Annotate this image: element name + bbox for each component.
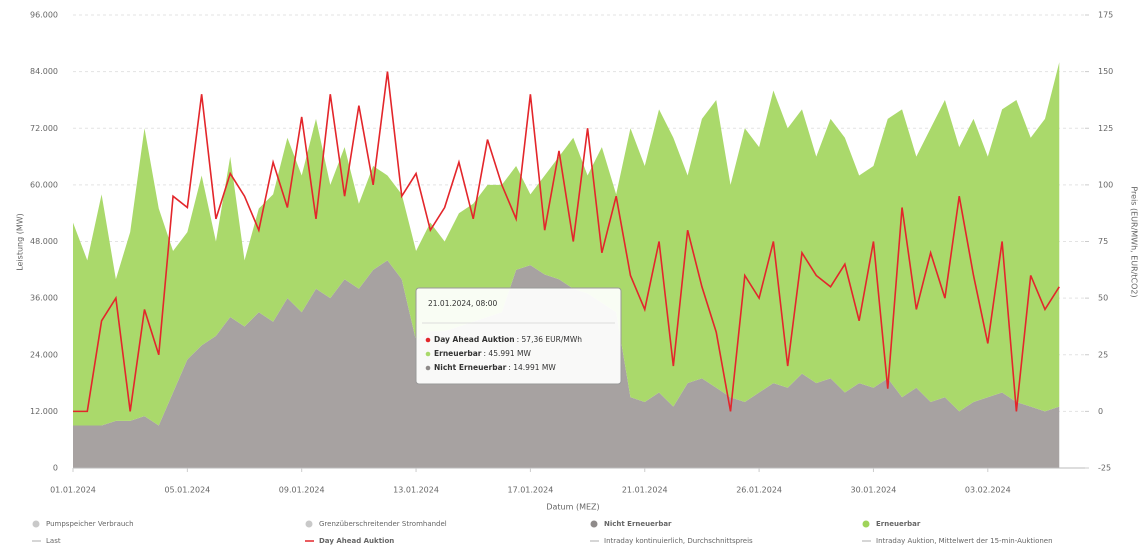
y2-tick-label: 25	[1098, 350, 1108, 359]
y2-tick-label: -25	[1098, 464, 1111, 473]
legend-marker	[862, 520, 870, 528]
y-tick-label: 84.000	[30, 67, 58, 76]
legend-label[interactable]: Grenzüberschreitender Stromhandel	[319, 520, 447, 528]
legend-label[interactable]: Intraday kontinuierlich, Durchschnittspr…	[604, 537, 753, 545]
x-tick-label: 21.01.2024	[622, 486, 668, 495]
x-tick-label: 01.01.2024	[50, 486, 96, 495]
tooltip-value: : 14.991 MW	[508, 363, 556, 372]
y2-tick-label: 175	[1098, 11, 1113, 20]
x-tick-label: 05.01.2024	[164, 486, 210, 495]
x-tick-label: 09.01.2024	[279, 486, 325, 495]
legend-label[interactable]: Nicht Erneuerbar	[604, 520, 672, 528]
y2-tick-label: 75	[1098, 237, 1108, 246]
y-tick-label: 72.000	[30, 124, 58, 133]
x-tick-label: 30.01.2024	[851, 486, 897, 495]
legend-marker	[590, 520, 598, 528]
y2-tick-label: 0	[1098, 407, 1103, 416]
y2-axis-title: Preis (EUR/MWh, EUR/tCO2)	[1130, 186, 1139, 297]
tooltip-title: 21.01.2024, 08:00	[428, 299, 498, 308]
tooltip-marker	[425, 351, 431, 357]
legend-label[interactable]: Day Ahead Auktion	[319, 537, 394, 545]
x-tick-label: 17.01.2024	[507, 486, 553, 495]
y-tick-label: 36.000	[30, 294, 58, 303]
y2-tick-label: 100	[1098, 180, 1113, 189]
x-tick-label: 26.01.2024	[736, 486, 782, 495]
tooltip-name: Nicht Erneuerbar	[434, 363, 507, 372]
y-tick-label: 24.000	[30, 350, 58, 359]
area	[73, 62, 1060, 426]
y-tick-label: 0	[53, 464, 58, 473]
tooltip-name: Day Ahead Auktion	[434, 335, 515, 344]
legend: Pumpspeicher Verbrauch Grenzüberschreiten…	[32, 520, 1053, 545]
y-tick-label: 48.000	[30, 237, 58, 246]
legend-marker	[305, 520, 313, 528]
y2-tick-label: 125	[1098, 124, 1113, 133]
tooltip: 21.01.2024, 08:00 Day Ahead Auktion: 57,…	[415, 287, 622, 385]
tooltip-name: Erneuerbar	[434, 349, 482, 358]
y2-tick-label: 150	[1098, 67, 1113, 76]
tooltip-marker	[425, 337, 431, 343]
plot-area	[73, 14, 1085, 469]
y-axis-title: Leistung (MW)	[16, 213, 25, 271]
y-tick-label: 60.000	[30, 180, 58, 189]
y-tick-label: 96.000	[30, 11, 58, 20]
legend-label[interactable]: Erneuerbar	[876, 520, 921, 528]
legend-label[interactable]: Pumpspeicher Verbrauch	[46, 520, 134, 528]
x-axis-title: Datum (MEZ)	[546, 503, 599, 512]
line	[73, 71, 1060, 413]
x-tick-label: 13.01.2024	[393, 486, 439, 495]
x-tick-label: 03.02.2024	[965, 486, 1011, 495]
legend-label[interactable]: Last	[46, 537, 61, 545]
tooltip-box	[415, 287, 622, 385]
y2-tick-label: 50	[1098, 294, 1108, 303]
tooltip-marker	[425, 365, 431, 371]
legend-marker	[32, 520, 40, 528]
legend-label[interactable]: Intraday Auktion, Mittelwert der 15-min-…	[876, 537, 1053, 545]
y-tick-label: 12.000	[30, 407, 58, 416]
tooltip-value: : 45.991 MW	[484, 349, 532, 358]
tooltip-value: : 57,36 EUR/MWh	[517, 335, 583, 344]
